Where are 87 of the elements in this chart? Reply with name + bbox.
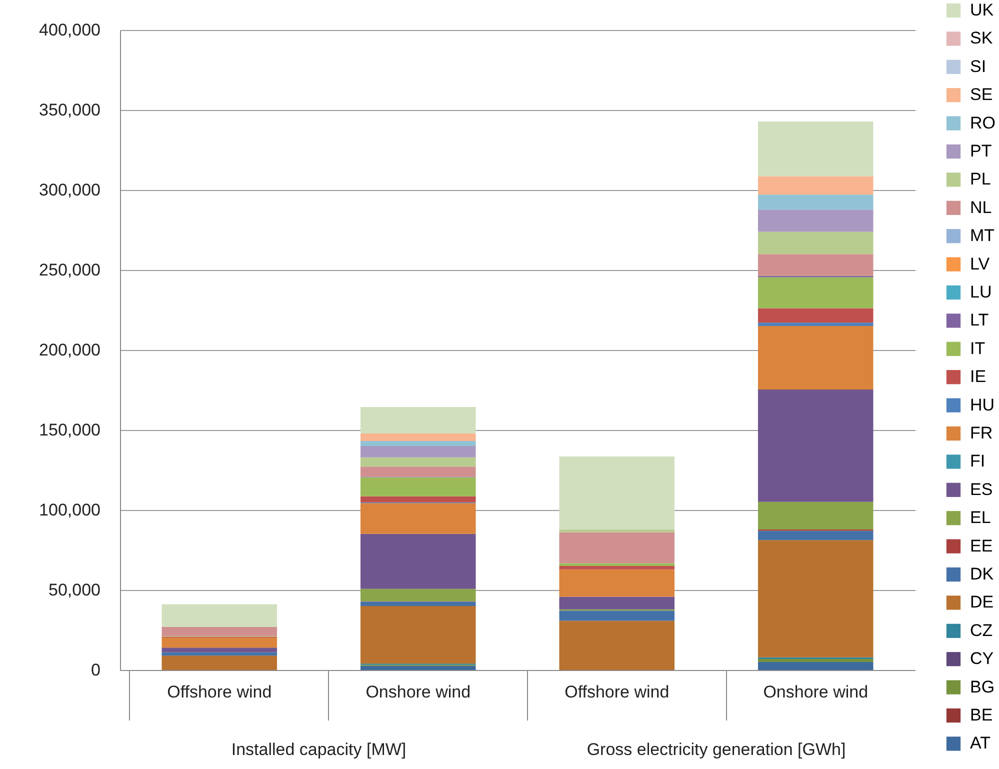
y-tick-label: 100,000: [39, 500, 100, 520]
bar: [559, 456, 675, 530]
bar: [360, 588, 476, 602]
bar: [559, 532, 675, 564]
legend-label: SE: [970, 85, 993, 104]
legend-label: BE: [970, 706, 993, 724]
legend-label: SI: [970, 56, 986, 76]
legend-label: BG: [970, 677, 995, 696]
legend-label: CY: [970, 649, 994, 668]
legend-label: RO: [970, 113, 996, 132]
y-tick-label: 250,000: [39, 260, 100, 280]
legend-label: DE: [970, 592, 994, 612]
bar: [360, 466, 476, 477]
bar: [162, 604, 278, 627]
x-tick-label: Onshore wind: [763, 682, 868, 702]
bar: [360, 457, 476, 467]
bar: [758, 502, 874, 530]
legend-label: DK: [970, 564, 994, 584]
legend-label: EL: [970, 508, 991, 528]
bar: [758, 308, 874, 323]
bar: [360, 602, 476, 606]
legend-label: CZ: [970, 620, 993, 640]
bar: [758, 540, 874, 658]
y-tick-label: 0: [91, 660, 100, 680]
legend-label: LU: [970, 282, 992, 302]
bar: [162, 656, 278, 670]
legend-label: IT: [970, 338, 986, 358]
x-tick-label: Offshore wind: [167, 682, 272, 702]
x-tick-label: Offshore wind: [564, 682, 670, 702]
legend-label: HU: [970, 395, 995, 414]
y-tick-label: 300,000: [39, 180, 100, 200]
bar: [360, 503, 476, 534]
bar: [758, 232, 874, 254]
bar: [758, 326, 874, 390]
bar: [758, 254, 874, 276]
bar: [559, 596, 675, 610]
bar: [360, 433, 476, 442]
legend-label: AT: [970, 734, 990, 753]
bar: [758, 662, 874, 670]
legend-label: NL: [970, 198, 992, 217]
bar: [360, 606, 476, 664]
bar: [360, 534, 476, 589]
legend-label: PL: [970, 170, 991, 189]
bar: [360, 446, 476, 458]
y-tick-label: 350,000: [39, 100, 100, 120]
legend-label: FR: [970, 424, 993, 442]
legend-label: MT: [970, 226, 995, 246]
legend-label: ES: [970, 480, 993, 499]
legend-label: UK: [970, 0, 994, 20]
bar: [758, 210, 874, 232]
bar: [559, 563, 675, 566]
bar: [360, 477, 476, 496]
bar: [758, 322, 874, 326]
bar: [162, 638, 278, 648]
legend-label: EE: [970, 536, 993, 556]
y-tick-label: 200,000: [39, 340, 100, 360]
y-tick-label: 50,000: [48, 580, 100, 600]
y-tick-label: 150,000: [39, 420, 100, 440]
text: Installed capacity [MW]: [231, 740, 406, 759]
bar: [162, 648, 278, 652]
legend-label: FI: [970, 452, 986, 471]
bar: [758, 194, 874, 210]
bar: [559, 529, 675, 532]
legend-label: LV: [970, 254, 990, 274]
bar: [758, 122, 874, 176]
bar: [559, 566, 675, 570]
y-tick-label: 400,000: [39, 20, 100, 40]
legend-label: LT: [970, 310, 989, 330]
bar: [758, 390, 874, 502]
legend-label: SK: [970, 28, 994, 48]
bar: [758, 277, 874, 308]
bar: [758, 176, 874, 195]
legend-label: IE: [970, 367, 986, 386]
bar: [360, 441, 476, 446]
bar: [360, 406, 476, 434]
bar: [559, 610, 675, 621]
bar: [758, 658, 874, 662]
bar: [559, 620, 675, 670]
bar: [360, 666, 476, 670]
bar: [162, 626, 278, 636]
text: Gross electricity generation [GWh]: [586, 740, 846, 759]
legend-label: PT: [970, 142, 992, 160]
bar: [360, 496, 476, 502]
bar: [162, 652, 278, 656]
bar: [758, 530, 874, 540]
bar: [559, 569, 675, 597]
x-tick-label: Onshore wind: [366, 682, 471, 702]
